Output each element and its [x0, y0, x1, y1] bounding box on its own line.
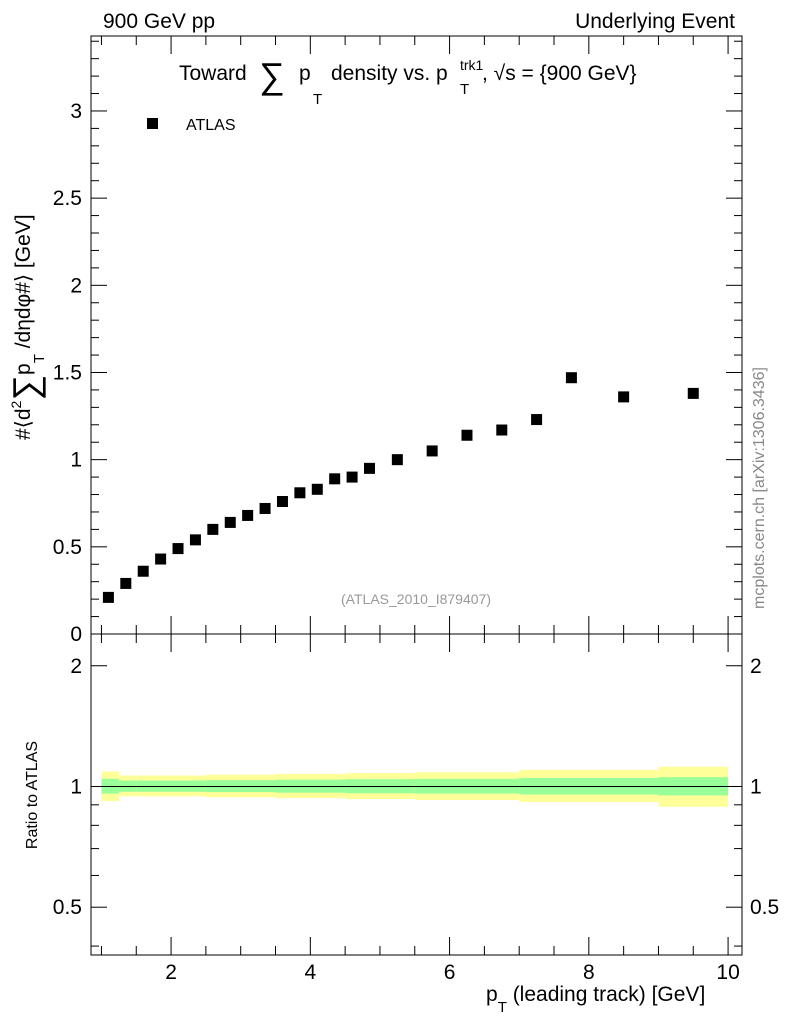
data-point	[496, 424, 508, 436]
main-ytick-label: 2.5	[53, 187, 82, 210]
svg-text:#⟨d2∑pT /dηdφ#⟩ [GeV]: #⟨d2∑pT /dηdφ#⟩ [GeV]	[5, 214, 48, 440]
title-suffix: density vs. p	[331, 62, 448, 85]
ratio-xlabel: pT (leading track) [GeV]	[486, 983, 705, 1016]
main-ytick-label: 3	[70, 100, 82, 123]
title-sub1: T	[313, 91, 322, 108]
ratio-xtick-label: 4	[304, 961, 316, 984]
data-point	[120, 577, 132, 589]
main-x-axis	[100, 36, 729, 634]
data-point	[346, 471, 358, 483]
data-point	[207, 523, 219, 535]
data-point	[329, 473, 341, 485]
ratio-panel: Ratio to ATLAS 0.5 0.5 1 1 2 2 2 4 6 8 10 pT (lea…	[24, 633, 779, 1016]
main-ytick-label: 0.5	[53, 536, 82, 559]
data-point	[294, 487, 306, 499]
legend-marker	[147, 118, 158, 129]
data-point	[531, 414, 543, 426]
data-point	[242, 509, 254, 521]
data-point	[224, 516, 236, 528]
title-sup: trk1	[460, 57, 484, 73]
data-point	[276, 495, 288, 507]
ratio-plot-frame	[90, 633, 743, 956]
ratio-xtick-label: 10	[716, 961, 739, 984]
data-point	[155, 553, 167, 565]
legend-label: ATLAS	[186, 117, 236, 134]
ratio-xtick-label: 6	[444, 961, 456, 984]
data-point	[364, 462, 376, 474]
header-right: Underlying Event	[575, 10, 735, 33]
main-ytick-label: 2	[70, 274, 82, 297]
data-point	[426, 445, 438, 457]
data-point	[259, 502, 271, 514]
title-mid: p	[299, 62, 311, 85]
ratio-ytick-label-left: 1	[70, 775, 82, 798]
main-title: Toward ∑ p T density vs. p trk1 T , √s =…	[179, 52, 637, 109]
data-point	[189, 534, 201, 546]
data-point	[172, 543, 184, 555]
data-point	[687, 387, 699, 399]
header-left: 900 GeV pp	[103, 10, 215, 33]
data-point	[565, 372, 577, 384]
ratio-ytick-label-left: 2	[70, 655, 82, 678]
title-sum-symbol: ∑	[259, 55, 285, 96]
data-point	[391, 454, 403, 466]
source-label: mcplots.cern.ch [arXiv:1306.3436]	[751, 367, 768, 609]
ratio-y-axis: 0.5 0.5 1 1 2 2	[53, 655, 779, 947]
ratio-ytick-label-right: 2	[750, 655, 762, 678]
ratio-ytick-label-right: 0.5	[750, 896, 779, 919]
main-ylabel: #⟨d2∑pT /dηdφ#⟩ [GeV]	[5, 214, 48, 440]
ratio-xtick-label: 2	[165, 961, 177, 984]
main-ytick-label: 1.5	[53, 361, 82, 384]
main-ytick-label: 1	[70, 449, 82, 472]
analysis-id: (ATLAS_2010_I879407)	[341, 591, 491, 607]
data-point	[311, 483, 323, 495]
title-prefix: Toward	[179, 62, 247, 85]
ratio-xtick-label: 8	[583, 961, 595, 984]
ratio-x-axis: 2 4 6 8 10	[100, 634, 740, 984]
data-points	[102, 372, 699, 603]
data-point	[461, 429, 473, 441]
main-ytick-label: 0	[70, 623, 82, 646]
ratio-ytick-label-right: 1	[750, 775, 762, 798]
data-point	[618, 391, 630, 403]
main-y-axis: 0 0.5 1 1.5 2 2.5 3	[53, 40, 742, 646]
ylabel-sum-symbol: ∑	[5, 375, 46, 401]
main-panel: Toward ∑ p T density vs. p trk1 T , √s =…	[5, 35, 743, 646]
ratio-ytick-label-left: 0.5	[53, 896, 82, 919]
title-tail: , √s = {900 GeV}	[482, 62, 637, 85]
ratio-ylabel: Ratio to ATLAS	[24, 741, 41, 849]
title-sub2: T	[460, 81, 469, 98]
data-point	[137, 565, 149, 577]
data-point	[102, 591, 114, 603]
